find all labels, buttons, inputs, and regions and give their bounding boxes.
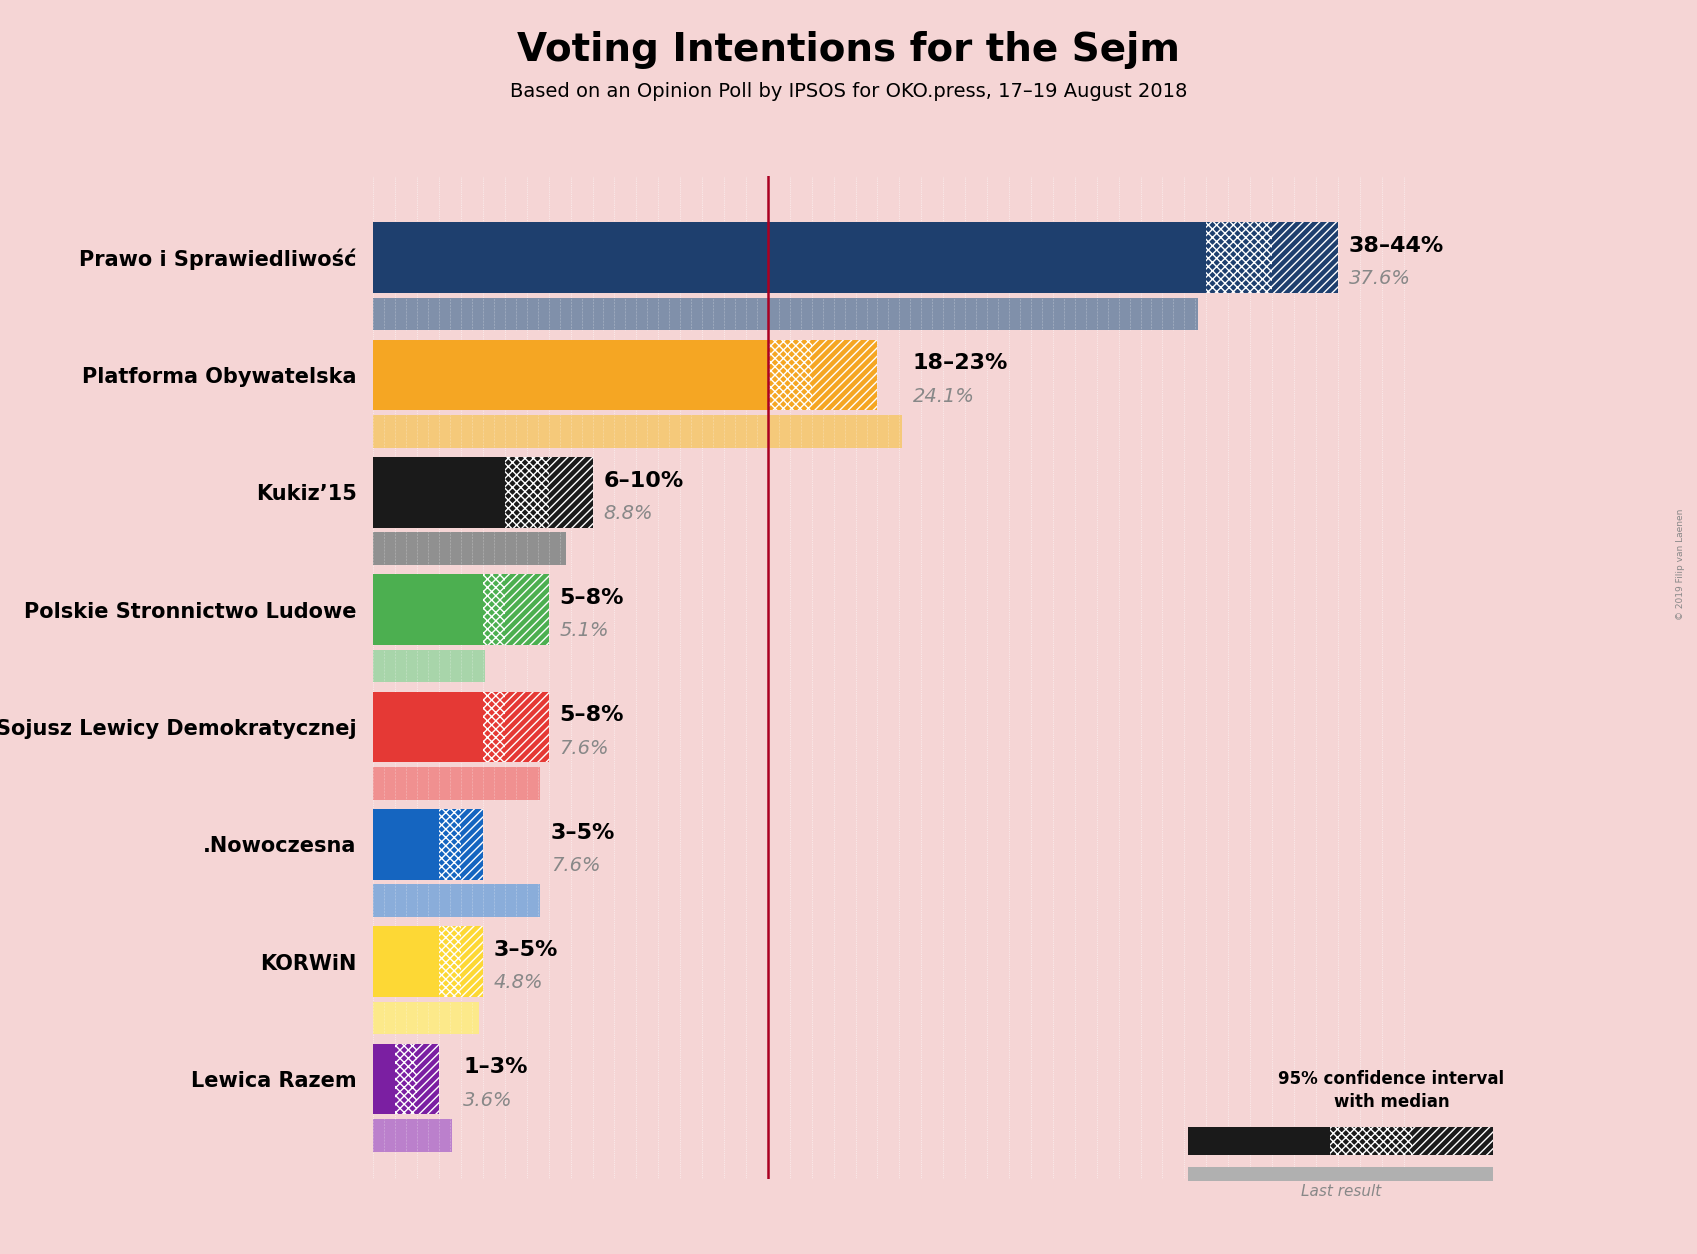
Bar (373, 297, 1198, 331)
Bar (462, 927, 484, 997)
Text: 8.8%: 8.8% (604, 504, 653, 523)
Bar (506, 692, 548, 762)
Bar (373, 927, 440, 997)
Bar (373, 767, 540, 800)
Bar (373, 650, 485, 682)
Bar (373, 340, 767, 410)
Text: 18–23%: 18–23% (913, 354, 1008, 374)
Text: 95% confidence interval: 95% confidence interval (1278, 1070, 1505, 1087)
Text: 37.6%: 37.6% (1349, 270, 1410, 288)
Text: Last result: Last result (1300, 1184, 1381, 1199)
Text: 24.1%: 24.1% (913, 386, 974, 405)
Bar (440, 927, 462, 997)
Text: 4.8%: 4.8% (494, 973, 543, 992)
Text: © 2019 Filip van Laenen: © 2019 Filip van Laenen (1677, 509, 1685, 619)
Bar (373, 809, 440, 879)
Text: with median: with median (1334, 1093, 1449, 1111)
Text: Voting Intentions for the Sejm: Voting Intentions for the Sejm (518, 31, 1179, 69)
Text: 5–8%: 5–8% (560, 588, 624, 608)
Bar (395, 1043, 417, 1115)
Bar (811, 340, 877, 410)
Text: 3.6%: 3.6% (463, 1091, 512, 1110)
Bar (1207, 222, 1273, 293)
Text: 7.6%: 7.6% (560, 739, 609, 757)
Bar (1188, 1127, 1330, 1155)
Bar (440, 809, 462, 879)
Bar (373, 574, 484, 645)
Bar (1412, 1127, 1493, 1155)
Bar (506, 574, 548, 645)
Text: 5.1%: 5.1% (560, 621, 609, 641)
Bar (548, 458, 592, 528)
Text: 38–44%: 38–44% (1349, 236, 1444, 256)
Bar (373, 458, 506, 528)
Text: 6–10%: 6–10% (604, 470, 684, 490)
Text: 1–3%: 1–3% (463, 1057, 528, 1077)
Bar (462, 809, 484, 879)
Bar (373, 222, 1207, 293)
Bar (373, 532, 567, 566)
Text: 7.6%: 7.6% (552, 856, 601, 875)
Text: 3–5%: 3–5% (552, 823, 616, 843)
Bar (373, 1119, 451, 1151)
Bar (1188, 1167, 1493, 1181)
Bar (373, 692, 484, 762)
Bar (484, 574, 506, 645)
Bar (767, 340, 811, 410)
Bar (1273, 222, 1337, 293)
Bar (1330, 1127, 1412, 1155)
Text: Based on an Opinion Poll by IPSOS for OKO.press, 17–19 August 2018: Based on an Opinion Poll by IPSOS for OK… (509, 82, 1188, 100)
Bar (484, 692, 506, 762)
Bar (373, 415, 901, 448)
Bar (373, 884, 540, 917)
Bar (417, 1043, 440, 1115)
Bar (506, 458, 548, 528)
Bar (373, 1002, 479, 1035)
Bar (373, 1043, 395, 1115)
Text: 3–5%: 3–5% (494, 940, 558, 961)
Text: 5–8%: 5–8% (560, 705, 624, 725)
